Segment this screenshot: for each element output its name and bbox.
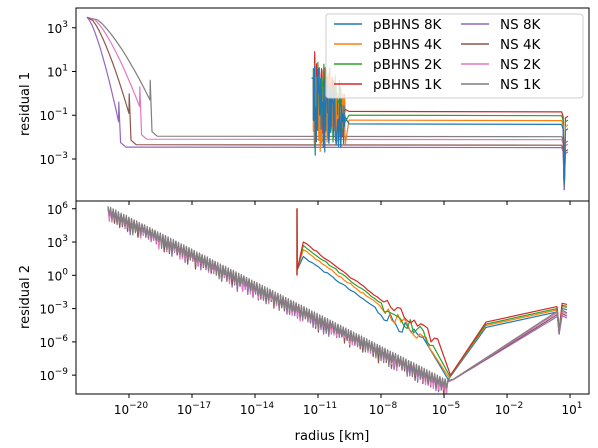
ns-curve-top: [86, 16, 569, 191]
legend-entry-label: pBHNS 8K: [373, 17, 443, 33]
legend-entry-label: pBHNS 2K: [373, 57, 443, 73]
x-tick-label: 10−20: [114, 401, 149, 417]
y-tick-label: 103: [47, 234, 68, 250]
y-tick-label: 10−1: [39, 107, 68, 123]
legend-entry-label: NS 2K: [500, 57, 542, 73]
y-tick-label: 10−9: [39, 367, 68, 383]
bottom-panel-y-ticks: 10−9 10−6 10−3 100 103 106: [39, 201, 76, 383]
y-tick-label: 103: [47, 20, 68, 36]
legend: pBHNS 8K pBHNS 4K pBHNS 2K pBHNS 1K NS 8K NS …: [325, 13, 584, 99]
ns-curve-bottom: [107, 206, 568, 389]
y-tick-label: 106: [47, 201, 68, 217]
top-panel-y-axis-label: residual 1: [18, 72, 33, 136]
y-tick-label: 10−3: [39, 301, 68, 317]
top-panel-y-ticks: 10−3 10−1 101 103: [39, 20, 76, 167]
pbhns-curve-bottom: [296, 208, 568, 376]
legend-entry-label: NS 4K: [500, 37, 542, 53]
bottom-panel: 10−9 10−6 10−3 100 103 106 residual 2: [18, 200, 590, 395]
top-panel-curves: [86, 16, 569, 191]
x-tick-label: 10−11: [303, 401, 337, 417]
bottom-panel-frame: [75, 200, 590, 395]
y-tick-label: 10−6: [39, 334, 68, 350]
bottom-panel-y-axis-label: residual 2: [18, 265, 33, 329]
legend-entry-label: NS 1K: [500, 77, 542, 93]
ns-curve-top: [86, 16, 569, 191]
top-panel: 10−3 10−1 101 103 residual 1: [18, 7, 590, 202]
x-tick-label: 10−5: [432, 401, 461, 417]
legend-entry-label: NS 8K: [500, 17, 542, 33]
legend-entry-label: pBHNS 1K: [373, 77, 443, 93]
x-tick-label: 101: [562, 401, 583, 417]
ns-curve-top: [86, 16, 569, 191]
x-tick-label: 10−2: [495, 401, 524, 417]
legend-entry-label: pBHNS 4K: [373, 37, 443, 53]
legend-box: [325, 13, 584, 99]
x-axis-label: radius [km]: [295, 429, 370, 444]
y-tick-label: 101: [47, 63, 68, 79]
x-tick-label: 10−17: [177, 401, 211, 417]
pbhns-curve-bottom: [296, 208, 568, 377]
y-tick-label: 10−3: [39, 151, 68, 167]
y-tick-label: 100: [47, 267, 68, 283]
x-axis-ticks: 10−20 10−17 10−14 10−11 10−8 10−5 10−2 101: [114, 201, 583, 417]
x-tick-label: 10−14: [240, 401, 275, 417]
bottom-panel-curves: [107, 206, 568, 394]
ns-curve-top: [86, 16, 569, 191]
x-tick-label: 10−8: [369, 401, 398, 417]
pbhns-curve-bottom: [296, 208, 568, 381]
pbhns-curve-bottom: [296, 208, 568, 379]
